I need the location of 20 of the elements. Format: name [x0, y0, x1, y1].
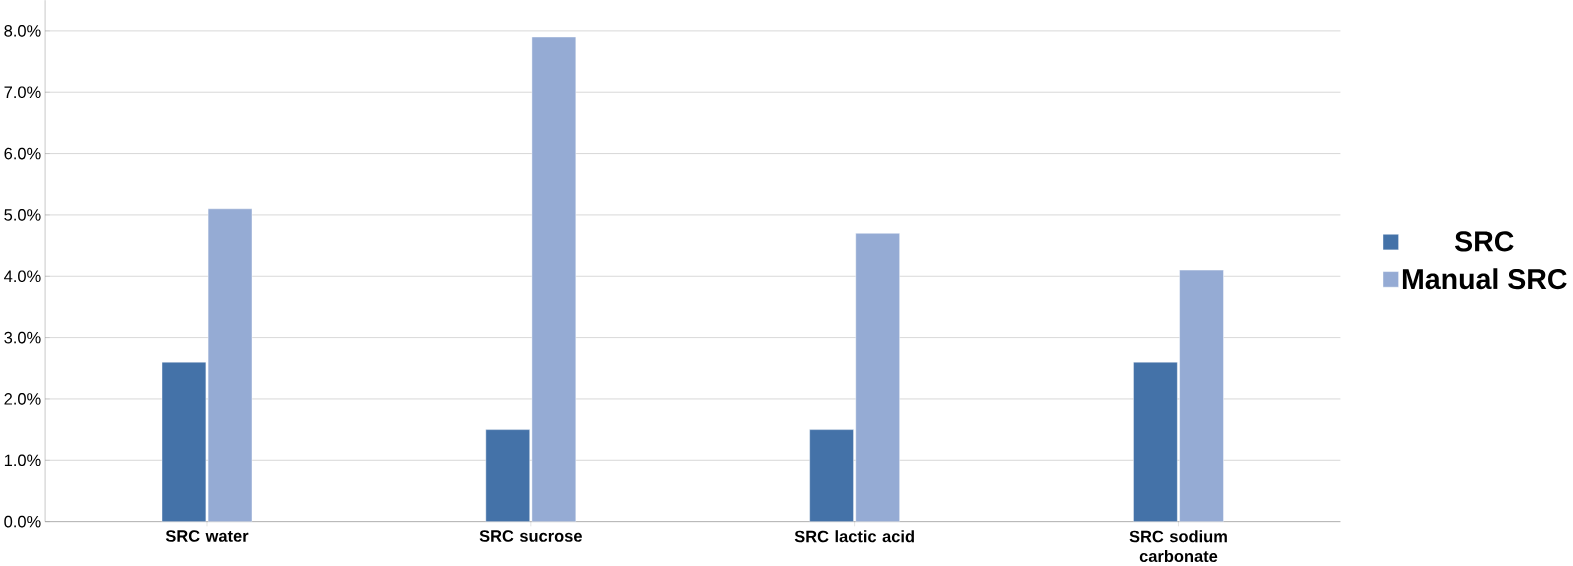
y-tick-label: 8.0% — [4, 25, 41, 37]
y-tick-label: 0.0% — [4, 515, 41, 528]
bar — [485, 429, 530, 522]
y-tick-label: 6.0% — [4, 147, 41, 160]
bar — [1133, 362, 1178, 522]
bar — [161, 362, 207, 522]
y-tick-label: 1.0% — [4, 454, 41, 467]
y-tick-label: 4.0% — [4, 270, 41, 283]
legend-label: SRC — [1454, 231, 1514, 252]
y-tick-label: 3.0% — [4, 331, 41, 344]
x-tick-label: SRC sodium carbonate — [1129, 530, 1227, 563]
y-tick-label: 5.0% — [4, 209, 41, 221]
y-tick-label: 7.0% — [4, 86, 41, 99]
legend-label: Manual SRC — [1402, 268, 1567, 290]
x-tick-label: SRC lactic acid — [794, 530, 914, 543]
x-tick-label: SRC sucrose — [479, 530, 582, 542]
bar — [1179, 270, 1224, 522]
x-tick-label: SRC water — [165, 530, 249, 542]
y-tick-label: 2.0% — [4, 393, 41, 405]
bar — [809, 429, 854, 522]
